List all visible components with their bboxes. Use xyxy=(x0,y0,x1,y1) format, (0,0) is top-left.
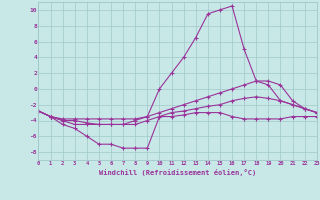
X-axis label: Windchill (Refroidissement éolien,°C): Windchill (Refroidissement éolien,°C) xyxy=(99,169,256,176)
